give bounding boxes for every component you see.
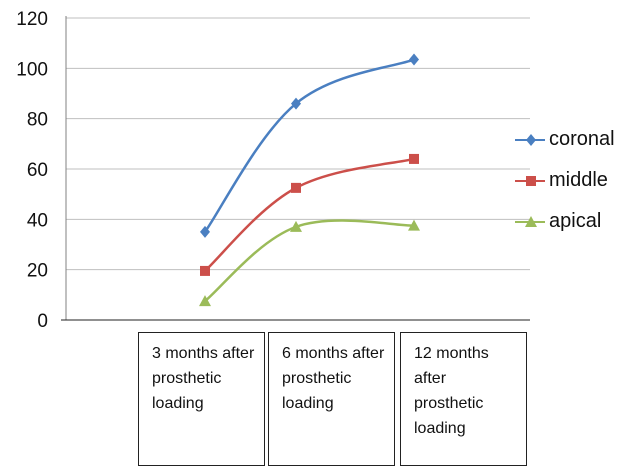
y-tick-label: 120 [16,9,48,30]
legend-item-middle: middle [515,166,633,207]
series-line-coronal [203,58,415,233]
y-tick-label: 20 [27,261,48,282]
x-category-label: 6 months after prosthetic loading [268,332,395,466]
legend-marker-diamond [526,134,536,146]
data-point-coronal [409,53,419,66]
x-category-label: 3 months after prosthetic loading [138,332,265,466]
legend-label: middle [549,169,608,191]
legend-marker-triangle [525,216,537,227]
legend: coronal middle apical [515,125,633,248]
legend-marker-square [526,176,536,186]
legend-label: apical [549,210,602,232]
y-tick-label: 60 [27,160,48,181]
series-coronal [200,53,419,238]
data-point-apical [199,295,211,307]
series-middle [200,153,419,276]
legend-item-apical: apical [515,207,633,248]
legend-marker-shape [525,216,537,227]
y-tick-label: 80 [27,110,48,131]
series-line-apical [204,219,415,303]
series-group [199,53,420,307]
y-tick-label: 40 [27,210,48,231]
data-point-apical [290,220,302,232]
x-category-label: 12 months after prosthetic loading [400,332,527,466]
data-point-coronal [200,225,210,238]
data-point-middle [409,153,419,164]
y-tick-label: 0 [37,311,48,332]
legend-item-coronal: coronal [515,125,633,166]
y-axis: 0 20 40 60 80 100 120 [16,9,67,332]
data-point-apical [408,219,420,231]
gridlines [66,17,530,271]
data-point-middle [200,265,210,276]
series-line-middle [204,157,415,272]
legend-marker-shape [526,176,536,186]
legend-marker-shape [526,134,536,146]
y-tick-label: 100 [16,59,48,80]
data-point-coronal [291,97,301,110]
series-apical [199,219,420,307]
data-point-middle [291,182,301,193]
legend-label: coronal [549,128,615,150]
